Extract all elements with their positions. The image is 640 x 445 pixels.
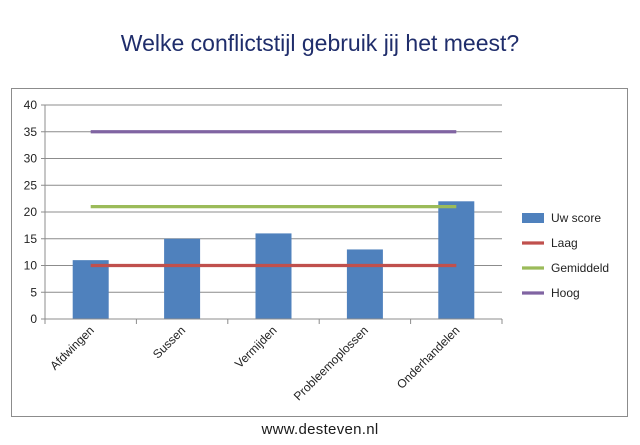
- bar-vermijden: [255, 233, 292, 319]
- bar-probleemoplossen: [346, 249, 383, 319]
- y-tick-label: 0: [30, 312, 37, 326]
- legend-label: Laag: [551, 236, 578, 250]
- y-tick-label: 5: [30, 285, 37, 299]
- y-tick-label: 20: [24, 205, 38, 219]
- y-tick-label: 15: [24, 232, 38, 246]
- y-tick-label: 25: [24, 178, 38, 192]
- x-tick-label: Onderhandelen: [394, 323, 462, 391]
- x-tick-label: Afdwingen: [47, 323, 97, 373]
- series-lines: [90, 130, 457, 268]
- y-tick-label: 10: [24, 259, 38, 273]
- chart-title: Welke conflictstijl gebruik jij het mees…: [120, 30, 520, 56]
- legend-label: Gemiddeld: [551, 261, 609, 275]
- legend-swatch-bar: [522, 213, 544, 223]
- bar-afdwingen: [72, 260, 109, 319]
- x-tick-label: Probleemoplossen: [291, 323, 371, 403]
- x-tick-label: Vermijden: [232, 323, 280, 371]
- y-tick-label: 40: [24, 98, 38, 112]
- chart-frame: [11, 88, 628, 417]
- bar-sussen: [164, 238, 201, 319]
- footer-url: www.desteven.nl: [261, 421, 379, 438]
- bars: [72, 201, 475, 319]
- legend-label: Uw score: [551, 211, 601, 225]
- legend: Uw score Laag Gemiddeld Hoog: [522, 211, 609, 300]
- x-tick-label: Sussen: [150, 323, 188, 361]
- y-tick-label: 35: [24, 125, 38, 139]
- bar-onderhandelen: [438, 201, 475, 319]
- y-tick-label: 30: [24, 152, 38, 166]
- legend-label: Hoog: [551, 286, 580, 300]
